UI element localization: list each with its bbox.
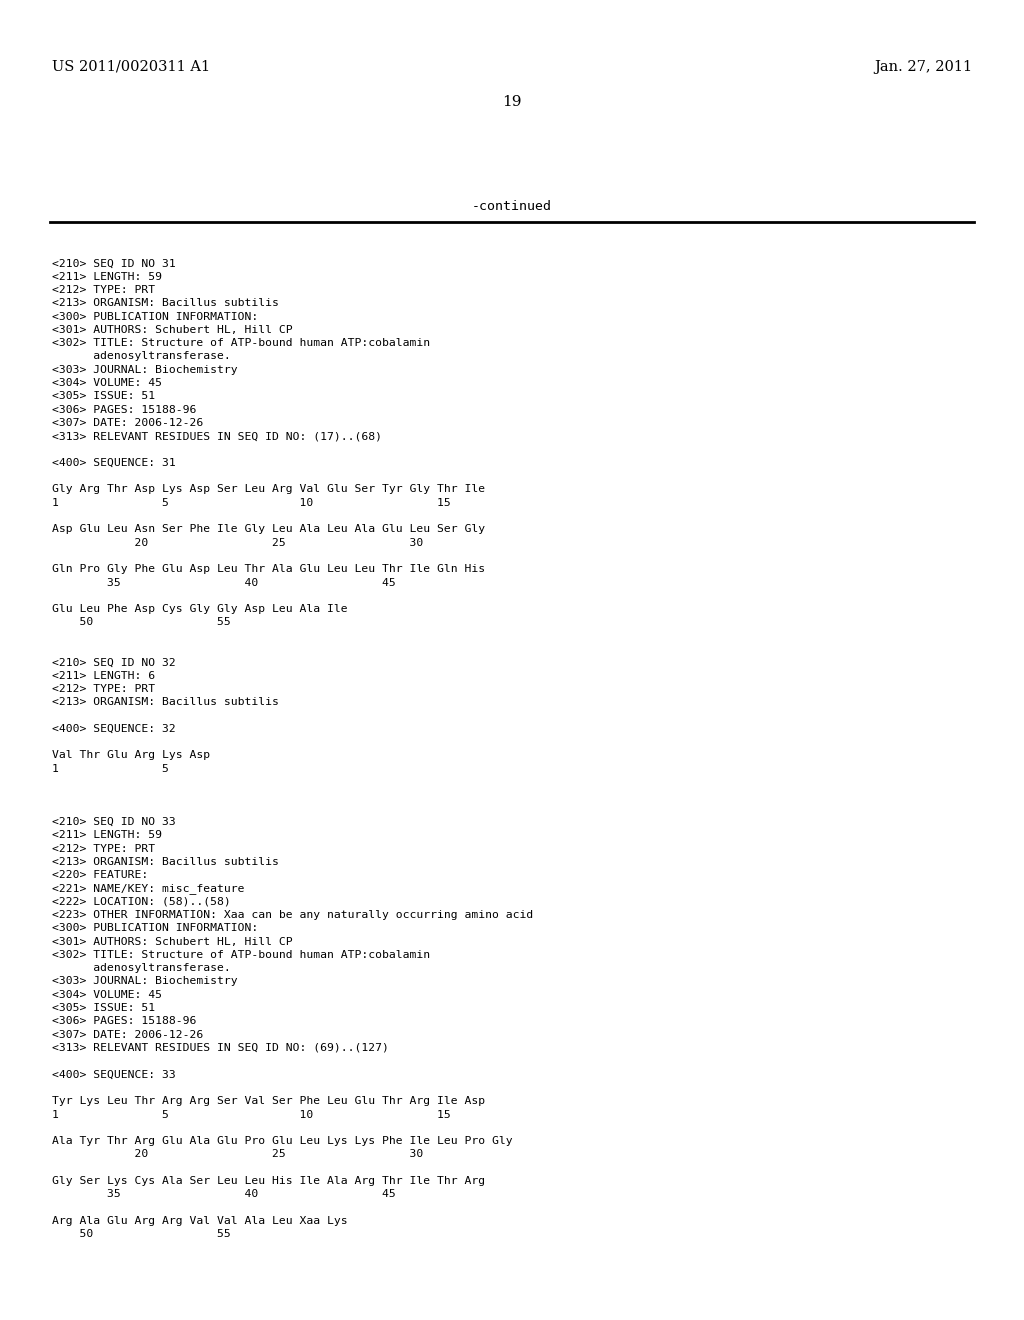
Text: 1               5                   10                  15: 1 5 10 15 (52, 498, 451, 508)
Text: <221> NAME/KEY: misc_feature: <221> NAME/KEY: misc_feature (52, 883, 245, 895)
Text: <302> TITLE: Structure of ATP-bound human ATP:cobalamin: <302> TITLE: Structure of ATP-bound huma… (52, 950, 430, 960)
Text: <304> VOLUME: 45: <304> VOLUME: 45 (52, 378, 162, 388)
Text: <213> ORGANISM: Bacillus subtilis: <213> ORGANISM: Bacillus subtilis (52, 857, 279, 867)
Text: Ala Tyr Thr Arg Glu Ala Glu Pro Glu Leu Lys Lys Phe Ile Leu Pro Gly: Ala Tyr Thr Arg Glu Ala Glu Pro Glu Leu … (52, 1137, 513, 1146)
Text: <210> SEQ ID NO 32: <210> SEQ ID NO 32 (52, 657, 176, 668)
Text: Val Thr Glu Arg Lys Asp: Val Thr Glu Arg Lys Asp (52, 750, 210, 760)
Text: US 2011/0020311 A1: US 2011/0020311 A1 (52, 59, 210, 74)
Text: <300> PUBLICATION INFORMATION:: <300> PUBLICATION INFORMATION: (52, 923, 258, 933)
Text: <313> RELEVANT RESIDUES IN SEQ ID NO: (17)..(68): <313> RELEVANT RESIDUES IN SEQ ID NO: (1… (52, 432, 382, 441)
Text: Tyr Lys Leu Thr Arg Arg Ser Val Ser Phe Leu Glu Thr Arg Ile Asp: Tyr Lys Leu Thr Arg Arg Ser Val Ser Phe … (52, 1096, 485, 1106)
Text: adenosyltransferase.: adenosyltransferase. (52, 351, 230, 362)
Text: <300> PUBLICATION INFORMATION:: <300> PUBLICATION INFORMATION: (52, 312, 258, 322)
Text: Gln Pro Gly Phe Glu Asp Leu Thr Ala Glu Leu Leu Thr Ile Gln His: Gln Pro Gly Phe Glu Asp Leu Thr Ala Glu … (52, 564, 485, 574)
Text: Glu Leu Phe Asp Cys Gly Gly Asp Leu Ala Ile: Glu Leu Phe Asp Cys Gly Gly Asp Leu Ala … (52, 605, 347, 614)
Text: <304> VOLUME: 45: <304> VOLUME: 45 (52, 990, 162, 999)
Text: <305> ISSUE: 51: <305> ISSUE: 51 (52, 391, 155, 401)
Text: 35                  40                  45: 35 40 45 (52, 578, 395, 587)
Text: Gly Ser Lys Cys Ala Ser Leu Leu His Ile Ala Arg Thr Ile Thr Arg: Gly Ser Lys Cys Ala Ser Leu Leu His Ile … (52, 1176, 485, 1185)
Text: <306> PAGES: 15188-96: <306> PAGES: 15188-96 (52, 1016, 197, 1027)
Text: 20                  25                  30: 20 25 30 (52, 1150, 423, 1159)
Text: adenosyltransferase.: adenosyltransferase. (52, 964, 230, 973)
Text: Asp Glu Leu Asn Ser Phe Ile Gly Leu Ala Leu Ala Glu Leu Ser Gly: Asp Glu Leu Asn Ser Phe Ile Gly Leu Ala … (52, 524, 485, 535)
Text: <210> SEQ ID NO 33: <210> SEQ ID NO 33 (52, 817, 176, 826)
Text: -continued: -continued (472, 201, 552, 213)
Text: <213> ORGANISM: Bacillus subtilis: <213> ORGANISM: Bacillus subtilis (52, 697, 279, 708)
Text: <211> LENGTH: 6: <211> LENGTH: 6 (52, 671, 155, 681)
Text: <213> ORGANISM: Bacillus subtilis: <213> ORGANISM: Bacillus subtilis (52, 298, 279, 308)
Text: <305> ISSUE: 51: <305> ISSUE: 51 (52, 1003, 155, 1014)
Text: 50                  55: 50 55 (52, 1229, 230, 1239)
Text: 19: 19 (502, 95, 522, 110)
Text: 35                  40                  45: 35 40 45 (52, 1189, 395, 1200)
Text: <400> SEQUENCE: 31: <400> SEQUENCE: 31 (52, 458, 176, 467)
Text: 50                  55: 50 55 (52, 618, 230, 627)
Text: <301> AUTHORS: Schubert HL, Hill CP: <301> AUTHORS: Schubert HL, Hill CP (52, 325, 293, 335)
Text: <211> LENGTH: 59: <211> LENGTH: 59 (52, 830, 162, 841)
Text: <211> LENGTH: 59: <211> LENGTH: 59 (52, 272, 162, 281)
Text: <313> RELEVANT RESIDUES IN SEQ ID NO: (69)..(127): <313> RELEVANT RESIDUES IN SEQ ID NO: (6… (52, 1043, 389, 1053)
Text: 1               5                   10                  15: 1 5 10 15 (52, 1110, 451, 1119)
Text: 1               5: 1 5 (52, 764, 169, 774)
Text: <307> DATE: 2006-12-26: <307> DATE: 2006-12-26 (52, 1030, 203, 1040)
Text: <307> DATE: 2006-12-26: <307> DATE: 2006-12-26 (52, 418, 203, 428)
Text: <303> JOURNAL: Biochemistry: <303> JOURNAL: Biochemistry (52, 364, 238, 375)
Text: <306> PAGES: 15188-96: <306> PAGES: 15188-96 (52, 405, 197, 414)
Text: 20                  25                  30: 20 25 30 (52, 537, 423, 548)
Text: <223> OTHER INFORMATION: Xaa can be any naturally occurring amino acid: <223> OTHER INFORMATION: Xaa can be any … (52, 909, 534, 920)
Text: Gly Arg Thr Asp Lys Asp Ser Leu Arg Val Glu Ser Tyr Gly Thr Ile: Gly Arg Thr Asp Lys Asp Ser Leu Arg Val … (52, 484, 485, 495)
Text: <301> AUTHORS: Schubert HL, Hill CP: <301> AUTHORS: Schubert HL, Hill CP (52, 937, 293, 946)
Text: <302> TITLE: Structure of ATP-bound human ATP:cobalamin: <302> TITLE: Structure of ATP-bound huma… (52, 338, 430, 348)
Text: <220> FEATURE:: <220> FEATURE: (52, 870, 148, 880)
Text: <222> LOCATION: (58)..(58): <222> LOCATION: (58)..(58) (52, 896, 230, 907)
Text: Arg Ala Glu Arg Arg Val Val Ala Leu Xaa Lys: Arg Ala Glu Arg Arg Val Val Ala Leu Xaa … (52, 1216, 347, 1226)
Text: Jan. 27, 2011: Jan. 27, 2011 (873, 59, 972, 74)
Text: <212> TYPE: PRT: <212> TYPE: PRT (52, 285, 155, 294)
Text: <400> SEQUENCE: 32: <400> SEQUENCE: 32 (52, 723, 176, 734)
Text: <210> SEQ ID NO 31: <210> SEQ ID NO 31 (52, 259, 176, 268)
Text: <212> TYPE: PRT: <212> TYPE: PRT (52, 684, 155, 694)
Text: <212> TYPE: PRT: <212> TYPE: PRT (52, 843, 155, 854)
Text: <400> SEQUENCE: 33: <400> SEQUENCE: 33 (52, 1069, 176, 1080)
Text: <303> JOURNAL: Biochemistry: <303> JOURNAL: Biochemistry (52, 977, 238, 986)
